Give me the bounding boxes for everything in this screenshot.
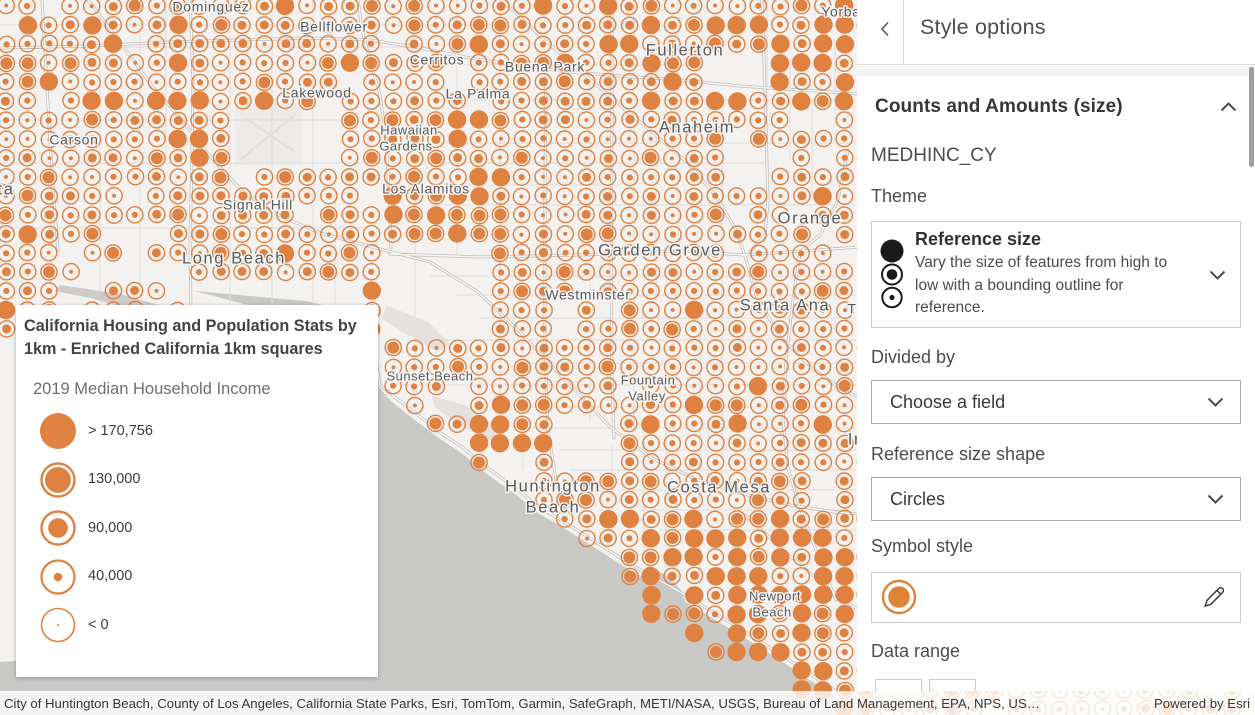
svg-text:Orange: Orange: [778, 209, 843, 227]
svg-text:Lakewood: Lakewood: [282, 85, 351, 101]
svg-text:Beach: Beach: [526, 498, 581, 516]
svg-text:Carson: Carson: [49, 132, 98, 148]
svg-text:La Palma: La Palma: [446, 86, 511, 102]
svg-text:Huntington: Huntington: [505, 477, 601, 495]
svg-text:Hawaiian: Hawaiian: [380, 122, 437, 137]
svg-text:Buena Park: Buena Park: [505, 59, 585, 75]
svg-text:Fullerton: Fullerton: [646, 41, 725, 59]
svg-text:Gardens: Gardens: [379, 138, 432, 153]
svg-text:Bellflower: Bellflower: [300, 19, 368, 35]
svg-text:ta: ta: [0, 180, 14, 198]
svg-text:Beach: Beach: [752, 604, 791, 619]
svg-text:Valley: Valley: [628, 388, 665, 403]
svg-text:Anaheim: Anaheim: [659, 118, 735, 136]
svg-text:Yorba: Yorba: [821, 4, 861, 20]
svg-text:Costa Mesa: Costa Mesa: [667, 478, 771, 496]
svg-text:Newport: Newport: [749, 588, 801, 603]
svg-text:Westminster: Westminster: [545, 287, 630, 303]
svg-text:Long Beach: Long Beach: [182, 249, 286, 267]
svg-text:Cerritos: Cerritos: [410, 52, 465, 68]
svg-text:Santa Ana: Santa Ana: [740, 296, 831, 314]
svg-text:Signal Hill: Signal Hill: [223, 197, 293, 213]
svg-text:Sunset Beach: Sunset Beach: [387, 368, 474, 383]
svg-text:Los Alamitos: Los Alamitos: [382, 181, 470, 197]
svg-text:Fountain: Fountain: [621, 372, 676, 387]
svg-text:Dominguez: Dominguez: [172, 0, 249, 15]
svg-text:Garden Grove: Garden Grove: [598, 241, 722, 259]
